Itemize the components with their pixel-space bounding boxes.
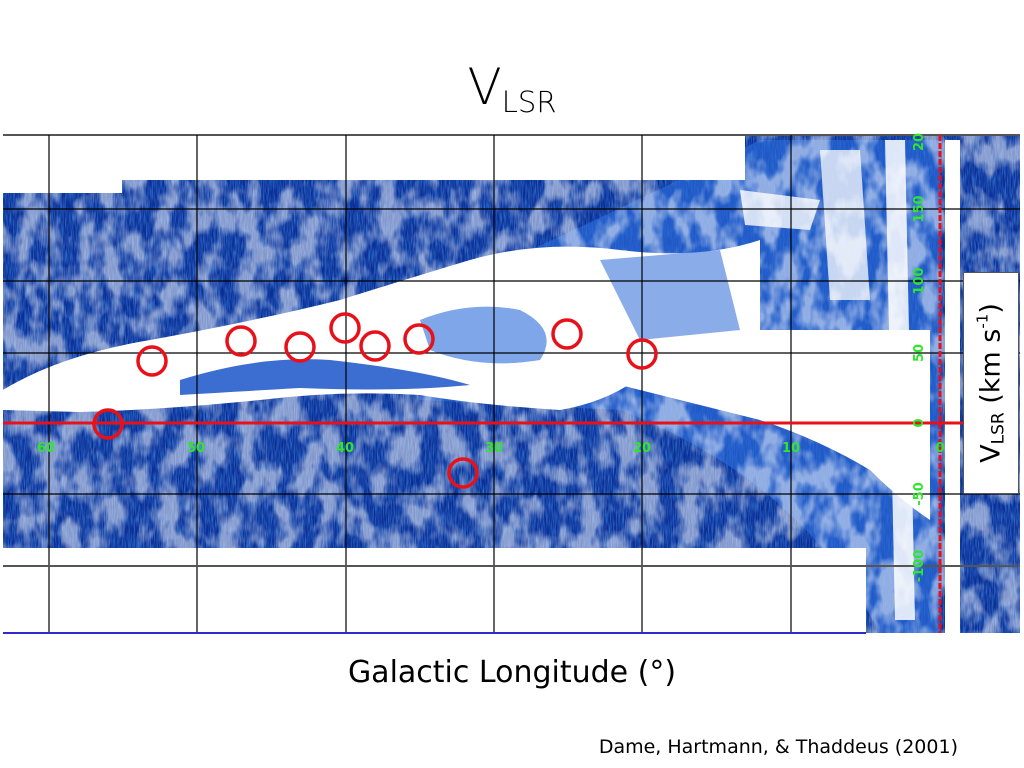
emission-map <box>3 135 1020 633</box>
marker-circle <box>329 312 361 344</box>
citation: Dame, Hartmann, & Thaddeus (2001) <box>598 736 958 758</box>
svg-text:30: 30 <box>485 441 503 456</box>
slide-title: VLSR <box>0 62 1024 117</box>
marker-circle <box>225 325 257 357</box>
marker-circle <box>403 323 435 355</box>
y-tick-labels: 20 150 100 50 0 -50 -100 <box>912 133 927 582</box>
marker-circle <box>92 408 124 440</box>
svg-text:0: 0 <box>912 418 927 427</box>
x-axis-label: Galactic Longitude (°) <box>347 655 677 690</box>
svg-text:50: 50 <box>912 344 927 362</box>
lv-diagram: 60 50 40 30 20 10 0 20 150 100 50 0 -50 … <box>3 133 1020 634</box>
marker-circle <box>447 457 479 489</box>
title-main: V <box>467 58 502 116</box>
marker-circle <box>359 330 391 362</box>
title-subscript: LSR <box>501 85 557 119</box>
svg-text:100: 100 <box>912 267 927 294</box>
y-axis-label-box: VLSR (km s-1) <box>963 272 1019 494</box>
svg-text:20: 20 <box>912 133 927 151</box>
svg-text:40: 40 <box>336 441 354 456</box>
cloud-markers <box>92 312 658 489</box>
svg-text:50: 50 <box>187 441 205 456</box>
svg-text:10: 10 <box>782 441 800 456</box>
marker-circle <box>284 331 316 363</box>
x-tick-labels: 60 50 40 30 20 10 0 <box>37 441 945 456</box>
marker-circle <box>136 345 168 377</box>
svg-text:20: 20 <box>633 441 651 456</box>
grid-lines <box>3 134 1020 634</box>
marker-circle <box>551 318 583 350</box>
svg-text:60: 60 <box>37 441 55 456</box>
svg-text:0: 0 <box>935 441 944 456</box>
svg-text:-50: -50 <box>912 482 927 506</box>
y-axis-label: VLSR (km s-1) <box>973 303 1009 463</box>
svg-text:-100: -100 <box>912 550 927 583</box>
marker-circle <box>626 338 658 370</box>
svg-text:150: 150 <box>912 195 927 222</box>
